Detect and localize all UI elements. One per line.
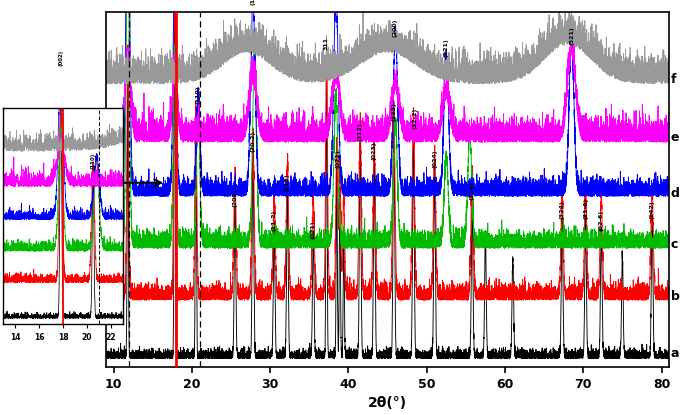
- Text: (110): (110): [196, 86, 201, 105]
- X-axis label: 2θ(°): 2θ(°): [368, 396, 407, 410]
- Text: (123): (123): [391, 102, 396, 121]
- Text: (021): (021): [311, 220, 316, 239]
- Y-axis label: Intensity (a. u): Intensity (a. u): [86, 132, 100, 248]
- Text: (314): (314): [470, 181, 475, 200]
- Text: f: f: [671, 73, 676, 86]
- Text: (32-2): (32-2): [413, 107, 417, 129]
- Text: (112): (112): [285, 173, 290, 192]
- Text: c: c: [671, 238, 678, 251]
- Text: d: d: [671, 187, 680, 200]
- Text: (024): (024): [432, 149, 437, 168]
- Text: (312): (312): [358, 122, 363, 141]
- Text: a: a: [671, 347, 680, 360]
- Text: (022): (022): [336, 149, 341, 168]
- Text: (20-2): (20-2): [251, 131, 255, 152]
- Text: (521): (521): [569, 26, 574, 45]
- Text: e: e: [671, 132, 680, 144]
- Text: (110): (110): [91, 153, 96, 169]
- Text: (002): (002): [58, 50, 64, 66]
- Text: (521): (521): [444, 38, 449, 56]
- Text: (120): (120): [251, 0, 255, 5]
- Text: (31-6): (31-6): [583, 198, 588, 219]
- Text: b: b: [671, 290, 680, 303]
- Text: (02-6): (02-6): [599, 210, 604, 231]
- Text: 311: 311: [324, 37, 329, 50]
- Text: (324): (324): [559, 200, 565, 219]
- Text: (023): (023): [372, 142, 377, 160]
- Text: (142): (142): [650, 200, 654, 219]
- Text: (200): (200): [232, 189, 238, 208]
- Text: (11-2): (11-2): [272, 210, 277, 231]
- Text: (200): (200): [393, 18, 398, 37]
